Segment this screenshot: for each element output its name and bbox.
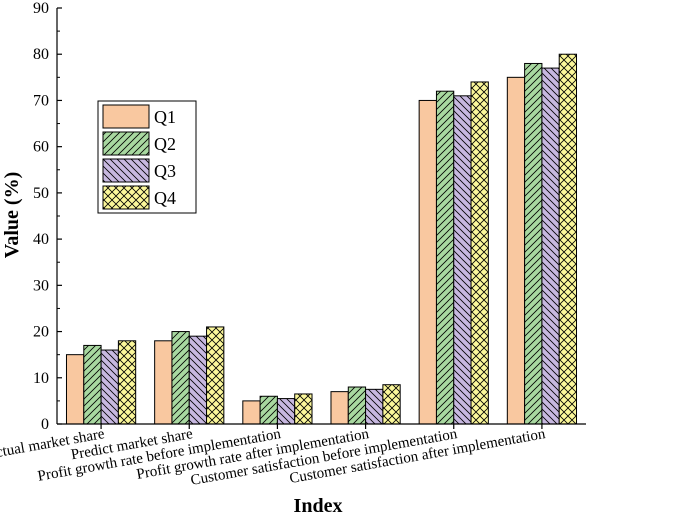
bar-q4-2 [294, 393, 313, 425]
bar-q4-4 [470, 81, 489, 425]
bar-q3-1 [188, 335, 208, 425]
y-tick-label: 10 [33, 370, 49, 387]
bar-q1-2 [242, 400, 261, 425]
y-axis: 0 10 20 30 40 50 60 70 80 90 [33, 0, 62, 433]
bar-q2-4 [435, 90, 455, 425]
bar-q1-1 [154, 340, 173, 425]
y-tick-label: 20 [33, 324, 49, 341]
bar-q1-4 [418, 99, 437, 425]
bar-q2-1 [171, 331, 190, 425]
bar-q2-0 [83, 344, 102, 425]
bar-q1-3 [330, 391, 349, 425]
y-tick-label: 0 [41, 416, 49, 433]
legend-item-q3: Q3 [102, 158, 176, 183]
legend-item-q1: Q1 [102, 104, 176, 129]
bar-q4-0 [117, 340, 137, 425]
bar-q1-0 [65, 354, 85, 425]
x-axis-title: Index [294, 495, 343, 517]
legend-label: Q2 [154, 134, 176, 154]
bar-q2-5 [524, 62, 543, 425]
y-tick-label: 90 [33, 0, 49, 17]
bars-group [65, 53, 578, 425]
bar-q3-5 [541, 67, 560, 425]
y-axis-title: Value (%) [1, 172, 23, 258]
legend: Q1 Q2 Q3 Q4 [97, 100, 197, 214]
legend-item-q2: Q2 [102, 131, 176, 156]
bar-q4-1 [206, 326, 225, 425]
bar-q3-2 [276, 398, 296, 425]
bar-q3-3 [365, 388, 384, 425]
bar-q4-3 [382, 384, 401, 425]
bar-q2-3 [347, 386, 367, 425]
legend-label: Q1 [154, 107, 176, 127]
legend-label: Q3 [154, 161, 176, 181]
y-tick-label: 30 [33, 277, 49, 294]
y-tick-label: 70 [33, 92, 49, 109]
legend-swatch [103, 105, 149, 128]
bar-q3-4 [453, 95, 472, 425]
bar-q1-5 [506, 76, 526, 425]
legend-label: Q4 [154, 188, 176, 208]
legend-item-q4: Q4 [102, 185, 176, 210]
y-tick-label: 60 [33, 139, 49, 156]
y-tick-label: 40 [33, 231, 49, 248]
y-tick-label: 80 [33, 46, 49, 63]
bar-q3-0 [100, 349, 119, 425]
y-tick-label: 50 [33, 185, 49, 202]
bar-q2-2 [259, 395, 278, 425]
bar-q4-5 [558, 53, 578, 425]
